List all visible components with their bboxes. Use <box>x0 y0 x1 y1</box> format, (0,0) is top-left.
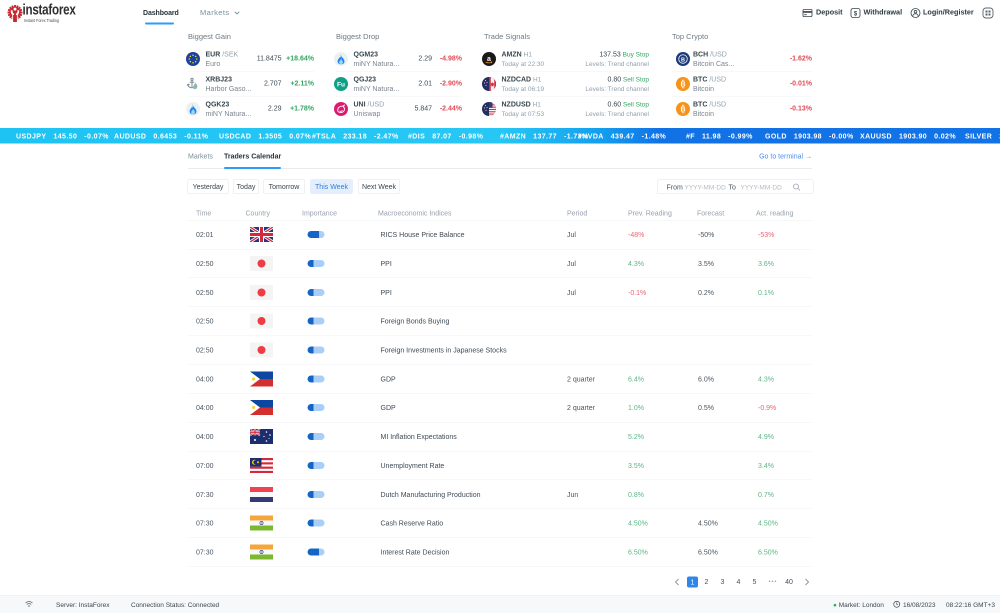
svg-text:$: $ <box>854 11 858 17</box>
